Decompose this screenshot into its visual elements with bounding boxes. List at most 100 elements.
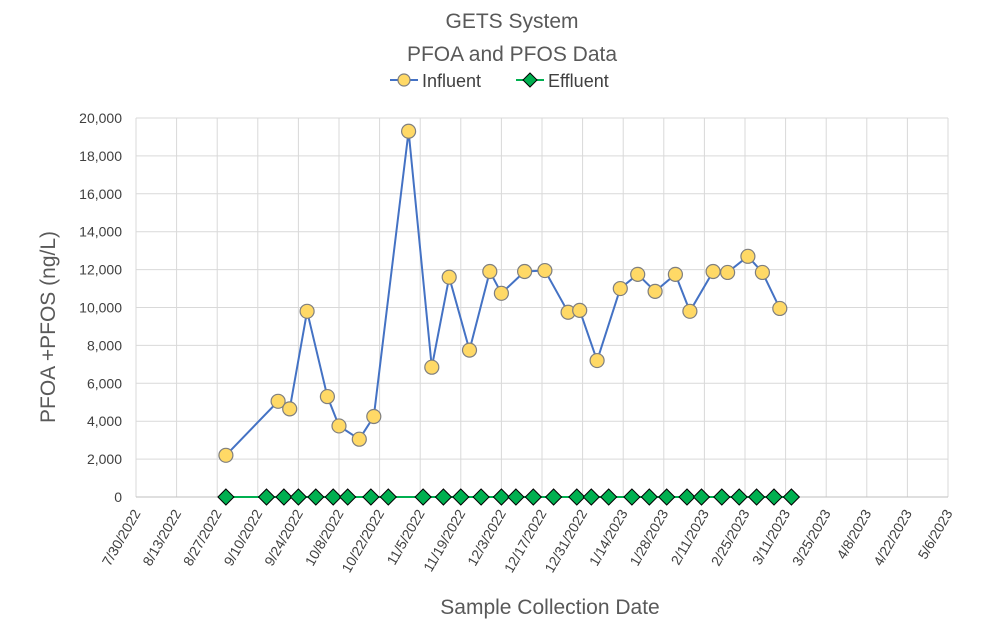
legend: Influent Effluent [390,71,609,91]
effluent-point [599,488,618,506]
influent-point [282,401,298,417]
effluent-point [747,488,766,506]
y-tick-label: 4,000 [87,413,122,429]
effluent-point [524,488,543,506]
effluent-point [782,488,801,506]
y-tick-label: 14,000 [79,224,122,240]
influent-point [705,263,721,280]
legend-item-effluent: Effluent [516,71,609,91]
y-axis-ticks: 0 2,000 4,000 6,000 8,000 10,000 12,000 14,000 1… [79,110,122,505]
effluent-point [414,488,432,506]
chart-title: GETS System [445,10,578,33]
influent-point [589,352,605,369]
x-tick-label: 2/11/2023 [668,506,713,567]
influent-point [441,269,457,285]
x-tick-label: 2/25/2023 [708,506,753,568]
effluent-point [275,488,293,506]
influent-point [424,359,440,375]
x-tick-label: 7/30/2022 [99,506,144,568]
effluent-point [217,488,235,506]
series [217,123,801,506]
influent-point [366,408,382,425]
x-axis-title: Sample Collection Date [440,596,659,619]
x-tick-label: 5/6/2023 [914,506,955,561]
influent-point [647,283,663,299]
x-tick-label: 3/25/2023 [789,506,834,568]
influent-point [331,418,347,434]
y-tick-label: 2,000 [87,451,122,467]
x-tick-label: 1/14/2023 [586,506,631,568]
x-tick-label: 9/24/2022 [261,506,306,568]
x-tick-label: 4/8/2023 [833,506,874,561]
x-tick-label: 10/22/2022 [338,506,387,575]
x-tick-label: 8/13/2022 [139,506,184,568]
influent-point [493,285,509,301]
y-tick-label: 0 [114,489,122,505]
influent-point [218,447,234,463]
y-tick-label: 8,000 [87,337,122,353]
effluent-point [765,488,783,506]
x-tick-label: 10/8/2022 [302,506,347,568]
x-tick-label: 1/28/2023 [626,506,671,568]
y-axis-title: PFOA +PFOS (ng/L) [37,231,60,423]
effluent-point [338,488,357,506]
effluent-point [362,488,380,506]
legend-influent-marker [397,73,411,87]
legend-effluent-marker [522,72,538,88]
effluent-point [307,488,325,506]
influent-point [572,302,588,318]
influent-point [719,264,736,281]
effluent-point [623,488,641,506]
gridlines [135,117,949,498]
influent-point [461,342,478,358]
effluent-point [730,488,748,506]
effluent-point [657,488,676,506]
chart-subtitle: PFOA and PFOS Data [407,43,617,66]
influent-point [612,280,628,297]
legend-effluent-label: Effluent [548,71,609,91]
effluent-point [582,488,601,506]
influent-point [299,303,315,319]
x-axis-ticks: 7/30/20228/13/20228/27/20229/10/20229/24… [99,506,956,575]
influent-point [682,303,698,319]
x-tick-label: 11/5/2022 [383,506,428,567]
effluent-point [324,488,342,506]
effluent-point [452,488,470,506]
x-tick-label: 8/27/2022 [180,506,225,568]
y-tick-label: 6,000 [87,375,122,391]
influent-point [482,263,498,280]
effluent-point [492,488,511,506]
influent-point [772,300,788,317]
y-tick-label: 20,000 [79,110,122,126]
x-tick-label: 11/19/2022 [420,506,468,574]
x-tick-label: 12/31/2022 [541,506,590,575]
influent-point [630,266,646,282]
influent-point [740,248,756,264]
influent-point [516,263,533,280]
influent-point [667,266,684,282]
y-tick-label: 16,000 [79,186,122,202]
effluent-point [472,488,490,506]
effluent-point [692,488,711,506]
y-tick-label: 18,000 [79,148,122,164]
influent-point [319,388,335,405]
x-tick-label: 12/3/2022 [464,506,509,568]
influent-point [537,262,553,279]
effluent-point [713,488,731,506]
influent-point [351,431,367,447]
x-tick-label: 3/11/2023 [749,506,794,567]
effluent-point [640,488,659,506]
influent-point [270,393,286,409]
effluent-point [434,488,453,506]
effluent-point [568,488,586,506]
x-tick-label: 9/10/2022 [220,506,265,568]
legend-item-influent: Influent [390,71,481,91]
effluent-point [379,488,398,506]
effluent-point [544,488,563,506]
influent-point [401,123,417,139]
influent-point [754,264,771,281]
x-tick-label: 4/22/2023 [870,506,915,568]
effluent-point [507,488,525,506]
effluent-point [678,488,696,506]
